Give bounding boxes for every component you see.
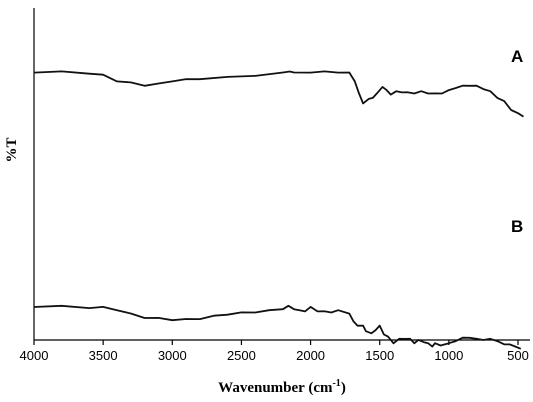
- x-tick-label: 1500: [365, 348, 394, 363]
- series-labels: AB: [511, 47, 523, 236]
- x-tick-label: 3000: [158, 348, 187, 363]
- y-axis-title: %T: [4, 137, 20, 162]
- x-tick-label: 500: [507, 348, 529, 363]
- x-ticks: 4000 3500 3000 2500 2000 1500 1000 500: [20, 340, 529, 363]
- series-label-b: B: [511, 217, 523, 236]
- x-tick-label: 2500: [227, 348, 256, 363]
- x-axis-title-superscript: -1: [332, 378, 340, 389]
- series-line-a: [33, 70, 524, 118]
- series-line-b: [33, 304, 522, 350]
- x-tick-label: 3500: [89, 348, 118, 363]
- x-tick-label: 2000: [296, 348, 325, 363]
- x-tick-label: 1000: [434, 348, 463, 363]
- x-axis-title: Wavenumber (cm-1): [218, 378, 346, 396]
- series-group: [33, 70, 524, 350]
- series-label-a: A: [511, 47, 523, 66]
- x-axis-title-end: ): [341, 380, 346, 396]
- x-tick-label: 4000: [20, 348, 49, 363]
